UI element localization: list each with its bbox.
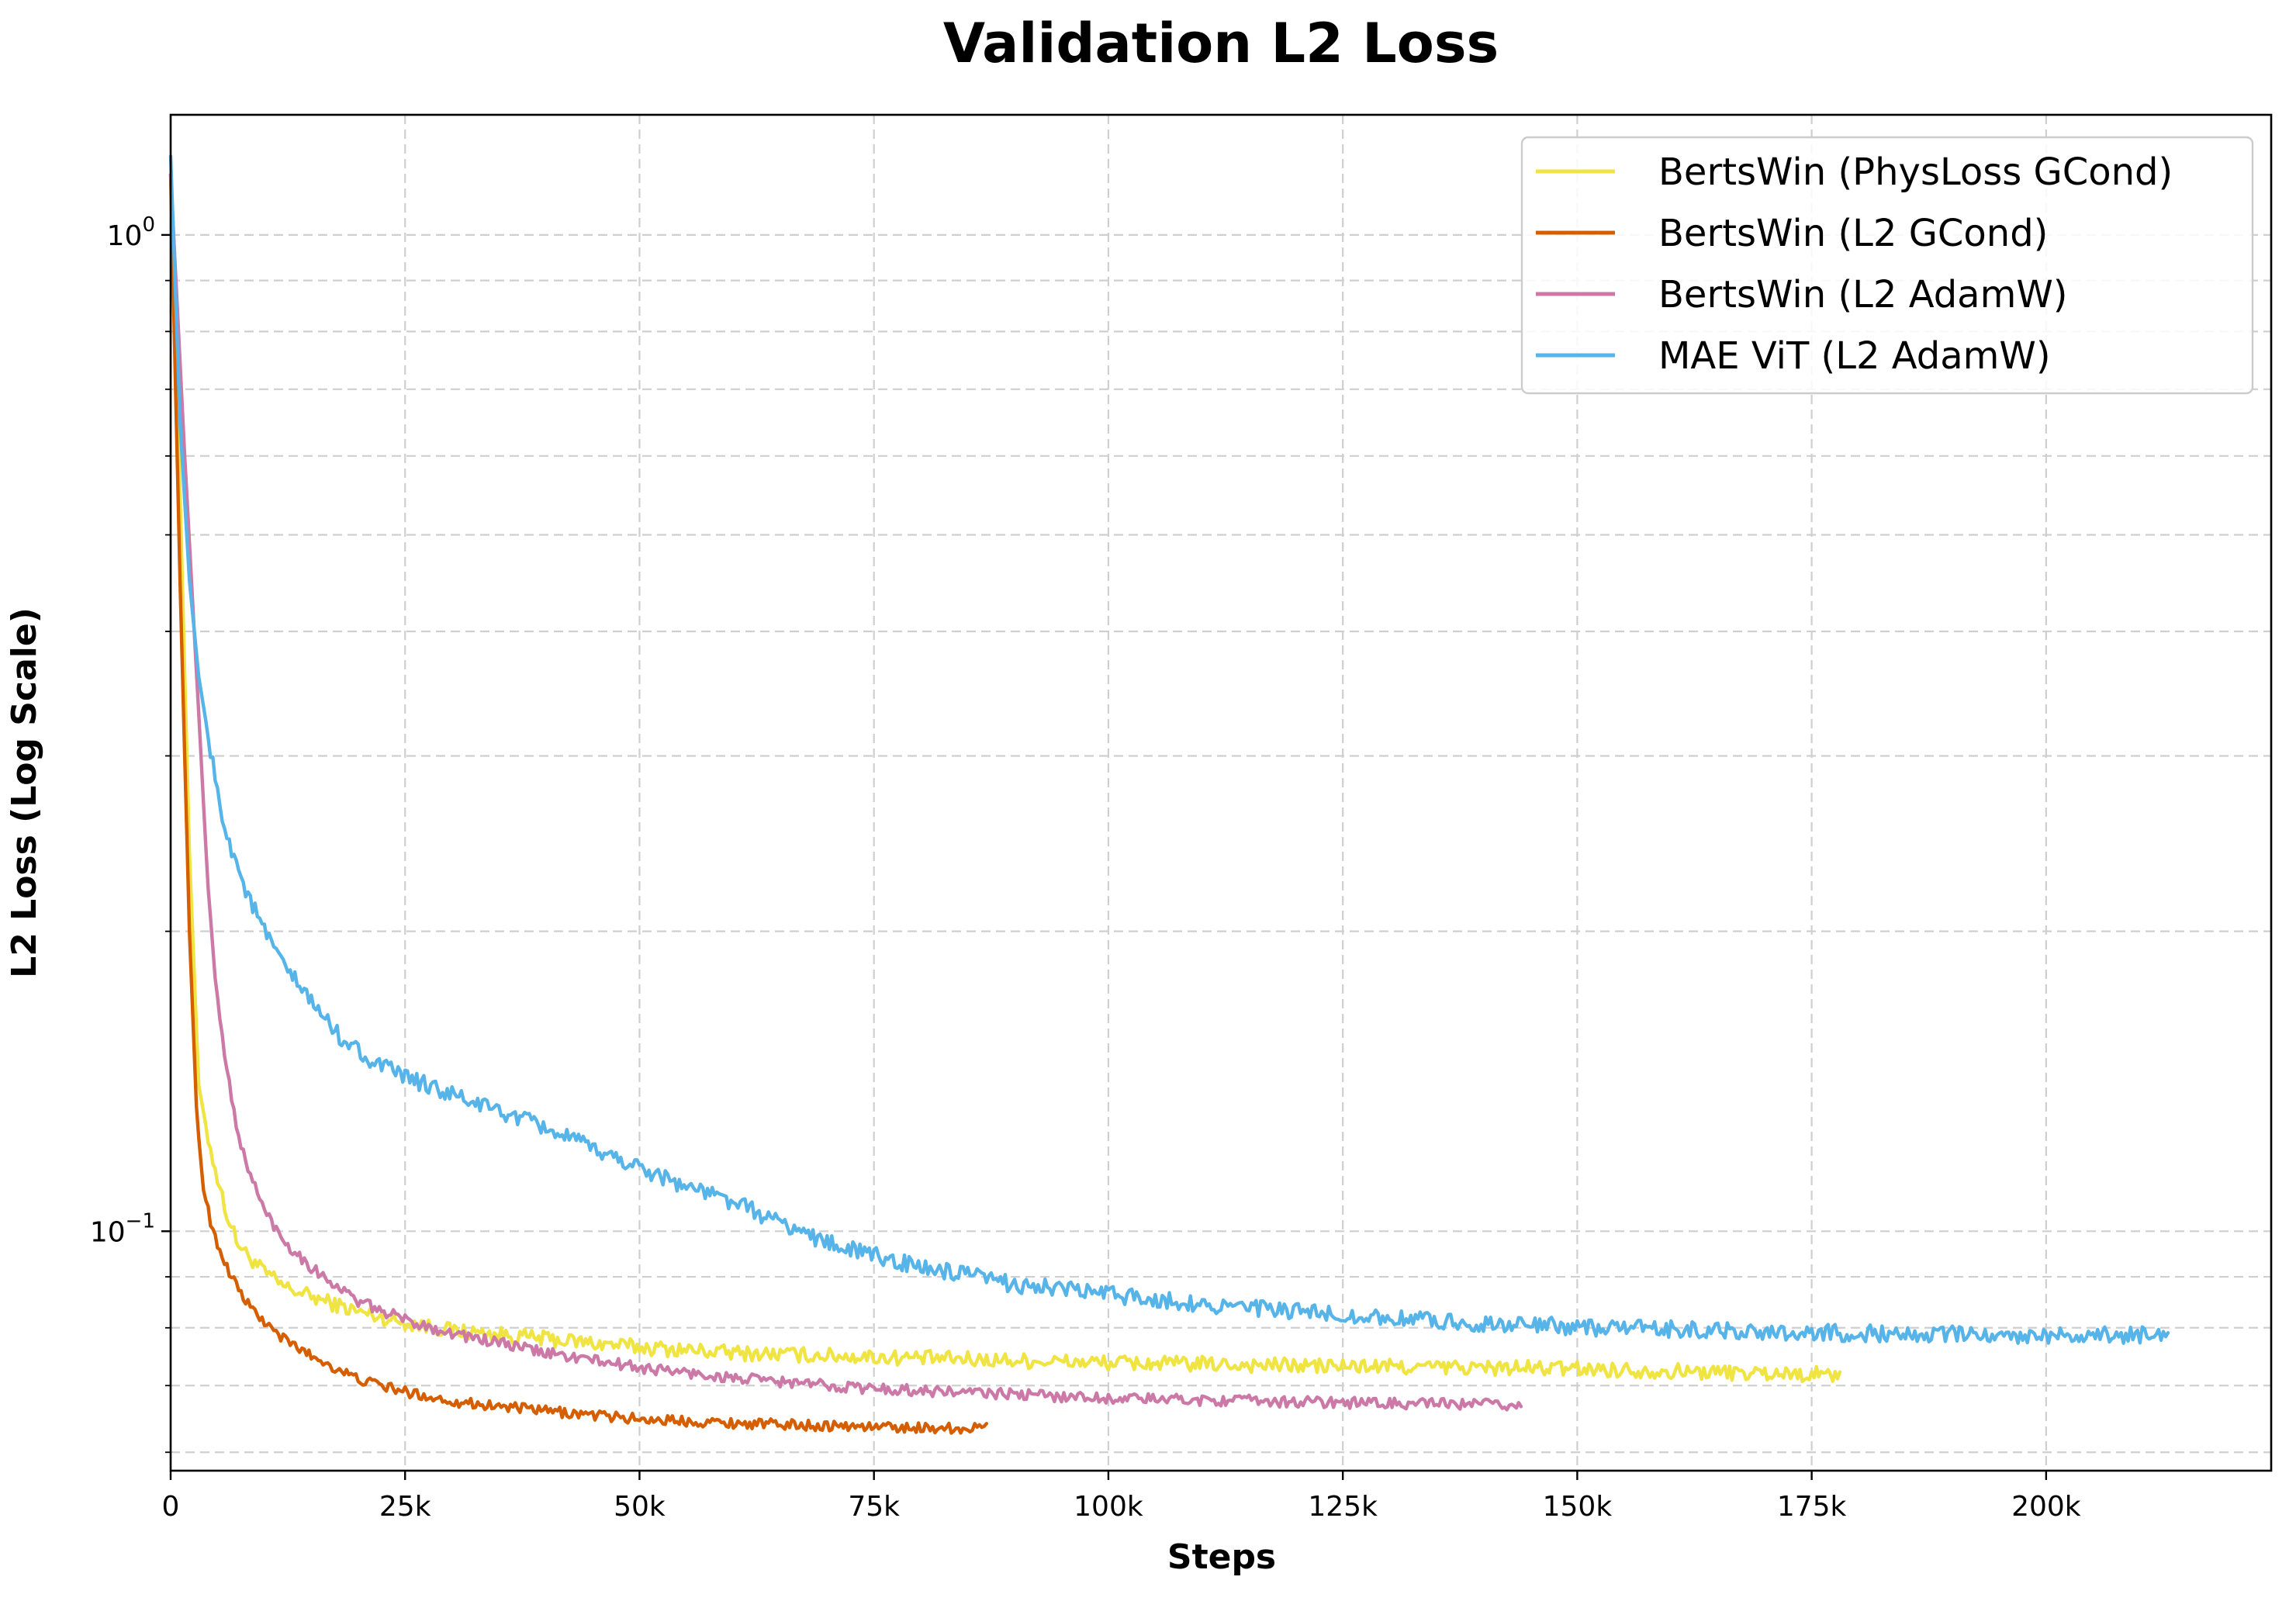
- series-line: [168, 154, 2170, 1345]
- x-tick-label: 0: [162, 1491, 180, 1523]
- series-layer: [168, 154, 2170, 1435]
- x-tick-label: 125k: [1308, 1491, 1378, 1523]
- x-tick-label: 150k: [1543, 1491, 1613, 1523]
- legend-label: BertsWin (PhysLoss GCond): [1658, 150, 2173, 194]
- x-tick-label: 75k: [848, 1491, 900, 1523]
- chart-title: Validation L2 Loss: [943, 12, 1499, 75]
- series-line: [168, 172, 1523, 1412]
- x-axis-label: Steps: [1167, 1537, 1276, 1577]
- y-tick-label: 10−1: [90, 1209, 155, 1248]
- legend-box: [1520, 136, 2254, 395]
- legend: BertsWin (PhysLoss GCond) BertsWin (L2 GC…: [1520, 136, 2254, 395]
- legend-label: MAE ViT (L2 AdamW): [1658, 334, 2051, 378]
- x-tick-label: 25k: [379, 1491, 431, 1523]
- tick-layer: 0 25k 50k 75k 100k 125k 150k 175k 200k 100 10−1: [90, 213, 2081, 1523]
- legend-label: BertsWin (L2 GCond): [1658, 212, 2048, 255]
- legend-label: BertsWin (L2 AdamW): [1658, 273, 2068, 316]
- series-line: [168, 172, 989, 1435]
- x-tick-label: 175k: [1777, 1491, 1847, 1523]
- y-tick-label: 100: [107, 213, 155, 252]
- x-tick-label: 50k: [614, 1491, 666, 1523]
- series-line: [168, 172, 1842, 1384]
- y-axis-label: L2 Loss (Log Scale): [5, 607, 44, 978]
- plot-frame: [169, 113, 2273, 1472]
- x-tick-label: 100k: [1074, 1491, 1143, 1523]
- x-tick-label: 200k: [2011, 1491, 2081, 1523]
